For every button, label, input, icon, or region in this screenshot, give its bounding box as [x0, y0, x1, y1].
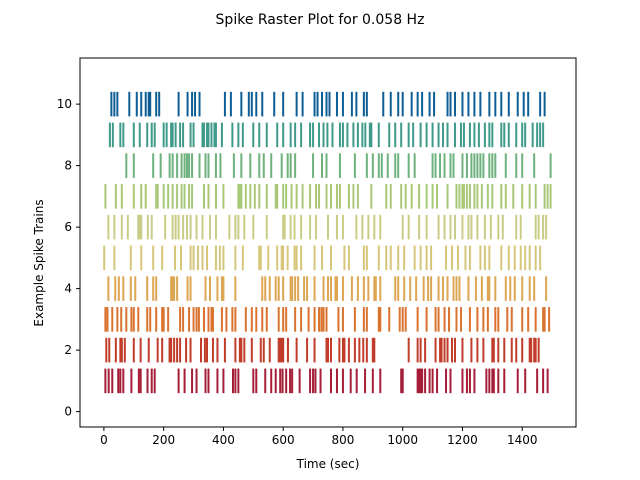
y-axis-label: Example Spike Trains: [32, 199, 46, 326]
y-tick-label: 4: [64, 282, 72, 296]
x-axis-label: Time (sec): [296, 457, 360, 471]
x-tick-label: 1200: [447, 433, 478, 447]
chart-title: Spike Raster Plot for 0.058 Hz: [216, 12, 425, 28]
y-axis: 0 2 4 6 8 10: [57, 97, 80, 419]
y-tick-label: 10: [57, 97, 72, 111]
x-tick-label: 200: [152, 433, 175, 447]
spike-marks: [103, 91, 552, 394]
y-tick-label: 6: [64, 220, 72, 234]
x-axis: 0 200 400 600 800 1000 1200 1400: [100, 427, 537, 447]
x-tick-label: 600: [272, 433, 295, 447]
x-tick-label: 800: [331, 433, 354, 447]
x-tick-label: 1400: [507, 433, 538, 447]
y-tick-label: 2: [64, 343, 72, 357]
x-tick-label: 1000: [387, 433, 418, 447]
x-tick-label: 0: [100, 433, 108, 447]
plot-frame: [79, 57, 577, 428]
y-tick-label: 8: [64, 159, 72, 173]
x-tick-label: 400: [212, 433, 235, 447]
y-tick-label: 0: [64, 405, 72, 419]
